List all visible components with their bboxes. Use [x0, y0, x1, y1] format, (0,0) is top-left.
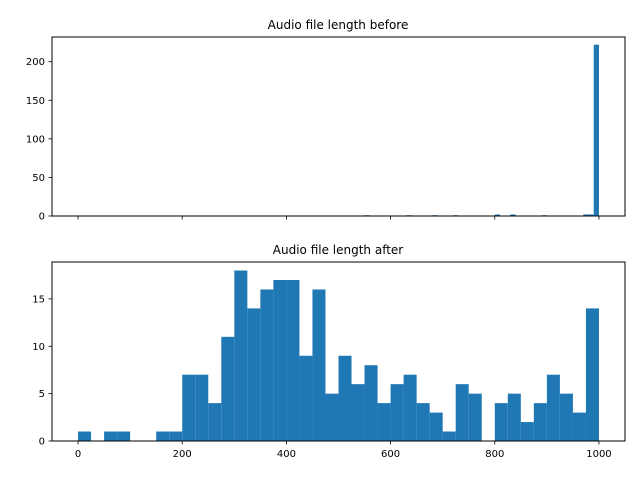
histogram-bar-after-22	[364, 365, 378, 441]
histogram-bar-after-11	[221, 336, 235, 441]
y-ticks-before: 0 50 100 150 200	[26, 57, 52, 223]
histogram-bar-after-12	[234, 270, 248, 441]
x-tick-label-after-4: 800	[485, 449, 504, 460]
y-tick-label-before-3: 150	[26, 96, 45, 107]
plot-frame-before	[51, 36, 626, 217]
histogram-bar-after-9	[195, 374, 209, 441]
histogram-bar-after-17	[299, 355, 313, 441]
histogram-bar-after-14	[260, 289, 274, 441]
histogram-bar-before-7	[583, 214, 589, 216]
histogram-bar-after-0	[78, 431, 92, 441]
histogram-bar-after-10	[208, 403, 222, 441]
x-tick-label-after-3: 600	[381, 449, 400, 460]
y-tick-label-after-1: 5	[39, 389, 45, 400]
x-ticks-after: 0 200 400 600 800 1000	[75, 441, 612, 460]
chart-title-after: Audio file length after	[273, 243, 404, 257]
x-tick-label-after-0: 0	[75, 449, 81, 460]
y-tick-label-before-4: 200	[26, 57, 45, 68]
histogram-bar-after-20	[338, 355, 352, 441]
histogram-bar-after-15	[273, 279, 287, 441]
histogram-bar-before-8	[588, 214, 594, 216]
histogram-bar-before-5	[510, 214, 516, 216]
histogram-bar-after-33	[507, 393, 521, 441]
histogram-bar-after-2	[104, 431, 118, 441]
histogram-bar-after-34	[520, 422, 534, 441]
histogram-bar-after-7	[169, 431, 183, 441]
histogram-bar-after-39	[585, 308, 599, 441]
histogram-bar-after-16	[286, 279, 300, 441]
y-tick-label-after-3: 15	[32, 294, 45, 305]
histogram-bar-after-38	[572, 412, 586, 441]
y-tick-label-after-2: 10	[32, 342, 45, 353]
histogram-bar-after-25	[403, 374, 417, 441]
histogram-after: Audio file length after 0 5 10 15 0 200 400 60…	[32, 243, 626, 460]
histogram-bar-after-37	[559, 393, 573, 441]
histogram-bar-after-28	[442, 431, 456, 441]
histogram-before: Audio file length before 0 50 100 150 200	[26, 18, 626, 223]
histogram-bar-after-19	[325, 393, 339, 441]
histogram-bar-after-21	[351, 384, 365, 441]
histogram-bar-after-13	[247, 308, 261, 441]
x-tick-label-after-1: 200	[173, 449, 192, 460]
y-tick-label-after-0: 0	[39, 437, 45, 448]
x-ticks-before	[77, 216, 600, 220]
histogram-bar-after-35	[533, 403, 547, 441]
histogram-bar-after-3	[117, 431, 131, 441]
histogram-bar-before-4	[494, 214, 500, 216]
y-tick-label-before-0: 0	[39, 212, 45, 223]
histogram-bar-after-23	[377, 403, 391, 441]
bars-after	[78, 270, 599, 441]
histogram-bar-before-9	[593, 44, 599, 216]
histogram-bar-after-32	[494, 403, 508, 441]
x-tick-label-after-2: 400	[277, 449, 296, 460]
y-tick-label-before-1: 50	[32, 173, 45, 184]
histogram-bar-after-30	[468, 393, 482, 441]
y-ticks-after: 0 5 10 15	[32, 294, 52, 448]
histogram-bar-after-18	[312, 289, 326, 441]
histogram-bar-after-26	[416, 403, 430, 441]
histogram-bar-after-24	[390, 384, 404, 441]
y-tick-label-before-2: 100	[26, 134, 45, 145]
histogram-bar-after-36	[546, 374, 560, 441]
x-tick-label-after-5: 1000	[586, 449, 611, 460]
histogram-bar-after-8	[182, 374, 196, 441]
histogram-bar-after-27	[429, 412, 443, 441]
chart-title-before: Audio file length before	[268, 18, 409, 32]
plot-frame-after	[51, 261, 626, 442]
histogram-bar-after-29	[455, 384, 469, 441]
histogram-bar-after-6	[156, 431, 170, 441]
